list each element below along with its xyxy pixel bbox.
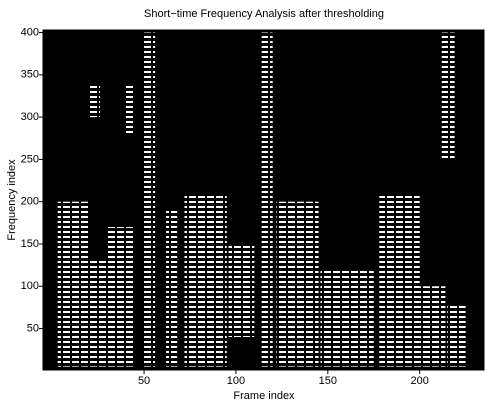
y-axis-label: Frequency index <box>6 159 18 241</box>
energy-region <box>166 210 178 367</box>
energy-region <box>125 83 135 135</box>
energy-region <box>57 201 89 367</box>
x-tick-label: 200 <box>411 375 429 387</box>
energy-region <box>447 303 466 367</box>
x-axis-label: Frame index <box>233 390 295 402</box>
energy-region <box>144 32 156 367</box>
energy-region <box>379 193 420 367</box>
chart-title: Short−time Frequency Analysis after thre… <box>144 8 384 20</box>
y-tick-label: 50 <box>27 322 39 334</box>
plot-frame <box>42 29 485 371</box>
y-tick-label: 250 <box>21 153 39 165</box>
energy-region <box>441 32 455 160</box>
y-tick-label: 400 <box>21 26 39 38</box>
x-tick-label: 150 <box>319 375 337 387</box>
energy-region <box>320 269 374 367</box>
energy-region <box>419 286 446 367</box>
energy-region <box>276 201 319 367</box>
y-tick-label: 200 <box>21 196 39 208</box>
y-tick-label: 350 <box>21 69 39 81</box>
energy-region <box>184 193 227 367</box>
x-tick-label: 50 <box>138 375 150 387</box>
energy-region <box>88 83 100 118</box>
y-tick-label: 100 <box>21 280 39 292</box>
y-tick-label: 300 <box>21 111 39 123</box>
energy-region <box>261 32 273 367</box>
x-tick-label: 100 <box>227 375 245 387</box>
energy-region <box>88 260 108 367</box>
y-tick-label: 150 <box>21 238 39 250</box>
energy-region <box>228 243 255 338</box>
energy-region <box>107 227 135 367</box>
